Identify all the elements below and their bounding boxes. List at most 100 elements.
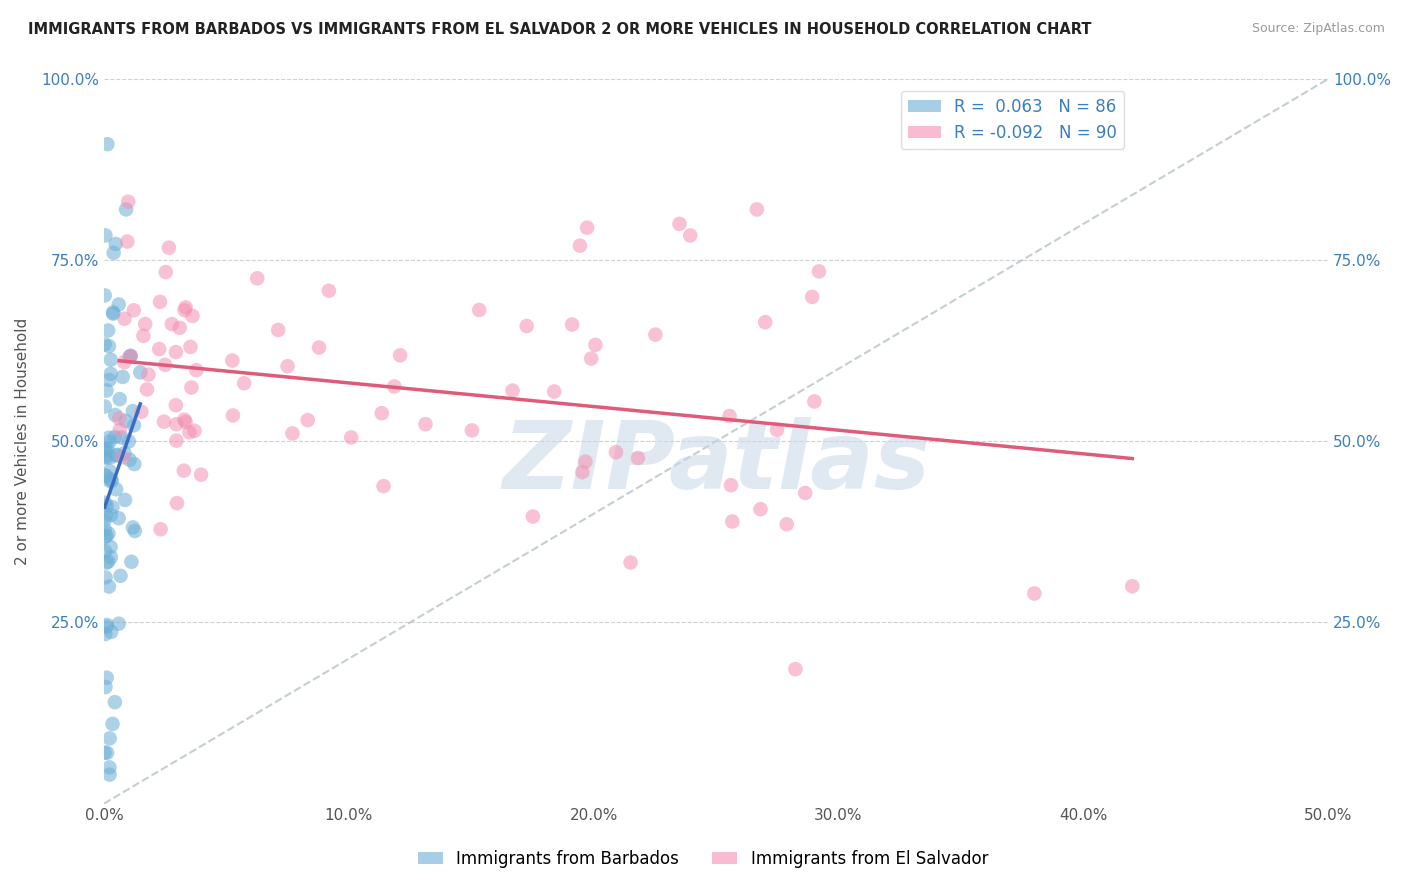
Point bbox=[98, 434, 121, 449]
Point bbox=[105, 449, 128, 463]
Point bbox=[718, 409, 741, 423]
Point bbox=[120, 555, 142, 569]
Point bbox=[807, 264, 830, 278]
Point bbox=[100, 450, 122, 465]
Point bbox=[96, 442, 118, 456]
Point bbox=[516, 318, 538, 333]
Point bbox=[98, 373, 121, 387]
Point bbox=[98, 767, 121, 781]
Point bbox=[101, 474, 124, 488]
Point bbox=[149, 294, 172, 309]
Point bbox=[166, 496, 188, 510]
Point bbox=[93, 746, 115, 760]
Point bbox=[134, 317, 156, 331]
Point bbox=[110, 430, 132, 444]
Point bbox=[180, 340, 202, 354]
Point bbox=[98, 431, 121, 445]
Point bbox=[124, 524, 146, 538]
Point bbox=[138, 368, 160, 382]
Point bbox=[297, 413, 319, 427]
Point bbox=[571, 465, 593, 479]
Point bbox=[160, 317, 183, 331]
Point bbox=[222, 409, 245, 423]
Point bbox=[98, 464, 121, 478]
Point bbox=[93, 337, 115, 351]
Point bbox=[94, 544, 117, 558]
Point bbox=[96, 671, 118, 685]
Point bbox=[114, 446, 136, 460]
Point bbox=[136, 383, 159, 397]
Point bbox=[104, 695, 127, 709]
Point bbox=[114, 311, 136, 326]
Point bbox=[221, 353, 243, 368]
Point bbox=[96, 499, 118, 513]
Point bbox=[543, 384, 565, 399]
Point bbox=[233, 376, 256, 391]
Point bbox=[461, 424, 484, 438]
Point bbox=[173, 464, 195, 478]
Point bbox=[173, 412, 195, 426]
Y-axis label: 2 or more Vehicles in Household: 2 or more Vehicles in Household bbox=[15, 318, 30, 565]
Point bbox=[132, 328, 155, 343]
Point bbox=[415, 417, 437, 432]
Point bbox=[94, 469, 117, 483]
Point bbox=[100, 624, 122, 639]
Point bbox=[153, 415, 176, 429]
Point bbox=[94, 570, 117, 584]
Point bbox=[281, 426, 304, 441]
Point bbox=[118, 452, 141, 467]
Point bbox=[100, 508, 122, 522]
Point bbox=[100, 550, 122, 565]
Point bbox=[96, 556, 118, 570]
Point bbox=[108, 422, 131, 436]
Point bbox=[165, 398, 187, 412]
Point bbox=[149, 522, 172, 536]
Point bbox=[620, 556, 643, 570]
Point bbox=[97, 526, 120, 541]
Point bbox=[117, 194, 139, 209]
Point bbox=[110, 569, 132, 583]
Point bbox=[94, 442, 117, 456]
Point bbox=[129, 365, 152, 379]
Point bbox=[583, 338, 606, 352]
Point bbox=[382, 379, 405, 393]
Point bbox=[122, 303, 145, 318]
Point bbox=[94, 508, 117, 523]
Point bbox=[100, 472, 122, 486]
Point bbox=[568, 238, 591, 252]
Point bbox=[122, 520, 145, 534]
Point bbox=[801, 290, 824, 304]
Point bbox=[101, 717, 124, 731]
Point bbox=[105, 448, 128, 462]
Point bbox=[94, 680, 117, 694]
Point bbox=[96, 618, 118, 632]
Point bbox=[186, 363, 208, 377]
Point bbox=[98, 760, 121, 774]
Point bbox=[104, 237, 127, 252]
Point bbox=[190, 467, 212, 482]
Point bbox=[94, 530, 117, 544]
Point bbox=[107, 616, 129, 631]
Point bbox=[107, 511, 129, 525]
Point bbox=[340, 430, 363, 444]
Point bbox=[155, 265, 177, 279]
Point bbox=[605, 445, 627, 459]
Point bbox=[100, 352, 122, 367]
Legend: Immigrants from Barbados, Immigrants from El Salvador: Immigrants from Barbados, Immigrants fro… bbox=[411, 844, 995, 875]
Point bbox=[468, 302, 491, 317]
Point bbox=[96, 450, 118, 465]
Point bbox=[180, 380, 202, 394]
Point bbox=[103, 307, 125, 321]
Point bbox=[794, 486, 817, 500]
Point bbox=[803, 394, 825, 409]
Point bbox=[107, 297, 129, 311]
Point bbox=[114, 414, 136, 428]
Point bbox=[124, 457, 146, 471]
Point bbox=[277, 359, 299, 374]
Point bbox=[112, 355, 135, 369]
Point bbox=[749, 502, 772, 516]
Point bbox=[173, 303, 195, 318]
Point bbox=[115, 202, 138, 217]
Point bbox=[721, 515, 744, 529]
Point bbox=[97, 555, 120, 569]
